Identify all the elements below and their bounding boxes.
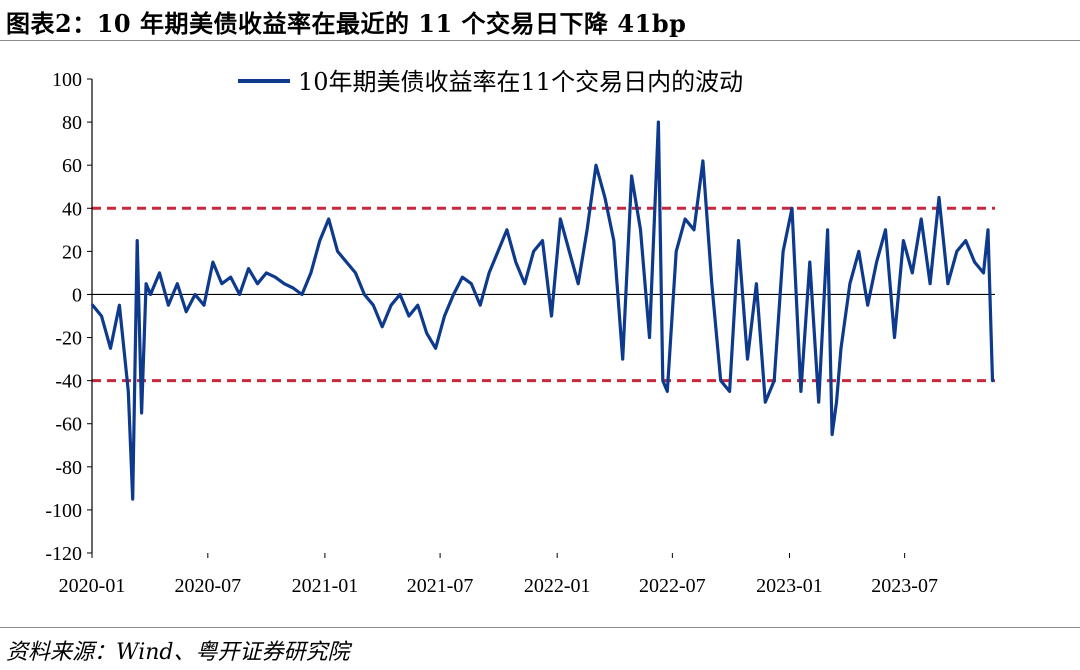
y-tick-label: 0 [72,284,82,306]
line-chart: 100 80 60 40 20 0 -20 -40 -60 -80 -100 -120 2020-01… [45,68,995,597]
y-tick-label: -20 [55,328,82,350]
x-tick-label: 2020-07 [174,575,241,597]
y-tick-label: -60 [55,414,82,436]
y-tick-label: -40 [55,371,82,393]
x-tick-label: 2022-07 [639,575,706,597]
threshold-lines [92,206,995,383]
x-tick-label: 2022-01 [524,575,591,597]
chart-legend: 10年期美债收益率在11个交易日内的波动 [238,68,743,96]
x-tick-label: 2023-01 [756,575,823,597]
y-tick-label: 40 [62,198,82,220]
x-tick-label: 2020-01 [59,575,126,597]
legend-label-series: 10年期美债收益率在11个交易日内的波动 [298,68,743,96]
source-note: 资料来源：Wind、粤开证券研究院 [6,640,350,665]
series-line-0 [90,120,995,501]
y-tick-label: -120 [45,543,82,565]
x-tick-label: 2021-01 [292,575,359,597]
y-tick-label: 80 [62,112,82,134]
x-axis-ticks: 2020-01 2020-07 2021-01 2021-07 2022-01 2022-… [59,553,938,597]
y-tick-label: 100 [52,69,82,91]
footer-divider [0,627,1080,628]
x-tick-label: 2021-07 [407,575,474,597]
y-tick-label: -80 [55,457,82,479]
title-divider [0,40,1080,41]
figure-title: 图表2：10 年期美债收益率在最近的 11 个交易日下降 41bp [6,9,687,38]
y-tick-label: 60 [62,155,82,177]
series-layer [90,120,995,501]
x-tick-label: 2023-07 [871,575,938,597]
y-tick-label: -100 [45,500,82,522]
chart-axes [91,79,995,553]
y-tick-label: 20 [62,241,82,263]
y-axis-ticks: 100 80 60 40 20 0 -20 -40 -60 -80 -100 -120 [45,69,92,565]
